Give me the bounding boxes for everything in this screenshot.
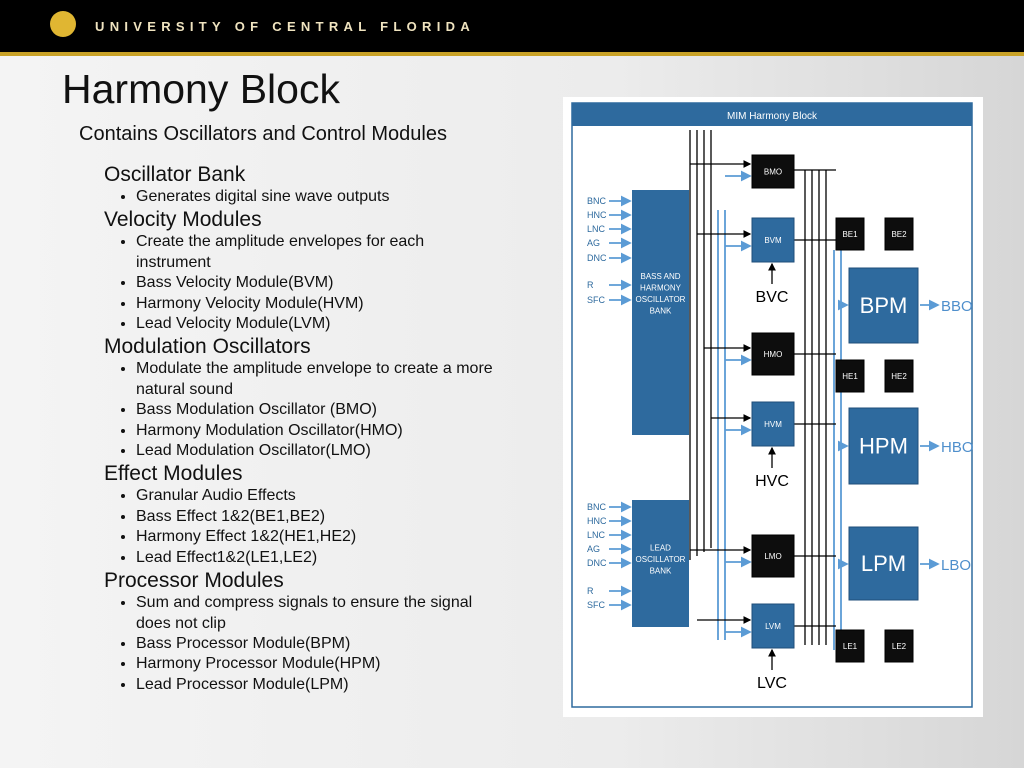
module-label: BPM [860, 293, 908, 318]
bullet-list: Modulate the amplitude envelope to creat… [104, 359, 501, 461]
control-label: HVC [755, 473, 789, 490]
module-label: LMO [764, 552, 781, 561]
module-box [848, 526, 919, 601]
control-label: BVC [756, 289, 789, 306]
bullet-item: Create the amplitude envelopes for each … [136, 232, 501, 273]
module-box [884, 359, 914, 393]
output-label: HBO [941, 439, 974, 456]
module-box [835, 217, 865, 251]
module-label: HPM [859, 434, 908, 459]
input-label: HNC [587, 516, 607, 526]
module-box [751, 217, 795, 263]
input-label: R [587, 586, 594, 596]
bullet-item: Harmony Modulation Oscillator(HMO) [136, 421, 501, 441]
bullet-item: Harmony Processor Module(HPM) [136, 654, 501, 674]
module-box [751, 154, 795, 189]
bullet-item: Lead Modulation Oscillator(LMO) [136, 441, 501, 461]
bullet-item: Bass Modulation Oscillator (BMO) [136, 400, 501, 420]
module-box [884, 629, 914, 663]
bank-label: LEAD [650, 544, 671, 553]
input-label: AG [587, 238, 600, 248]
module-label: HVM [764, 420, 782, 429]
input-label: HNC [587, 210, 607, 220]
bullet-list: Generates digital sine wave outputs [104, 187, 501, 207]
module-box [751, 534, 795, 578]
slide-title: Harmony Block [62, 66, 340, 112]
header-title: UNIVERSITY OF CENTRAL FLORIDA [95, 19, 476, 34]
module-label: BMO [764, 167, 782, 176]
bullet-item: Granular Audio Effects [136, 486, 501, 506]
module-label: BVM [764, 236, 782, 245]
bank-label: OSCILLATOR [636, 295, 686, 304]
input-label: BNC [587, 196, 607, 206]
section-heading: Velocity Modules [104, 208, 262, 232]
module-label: LVM [765, 622, 781, 631]
bullet-item: Lead Processor Module(LPM) [136, 675, 501, 695]
bullet-list: Sum and compress signals to ensure the s… [104, 593, 501, 695]
output-label: LBO [941, 557, 971, 574]
bullet-item: Modulate the amplitude envelope to creat… [136, 359, 501, 400]
section-heading: Processor Modules [104, 569, 284, 593]
section-heading: Modulation Oscillators [104, 335, 311, 359]
input-label: SFC [587, 600, 606, 610]
bank-label: HARMONY [640, 283, 682, 292]
module-box [751, 603, 795, 649]
bullet-item: Harmony Effect 1&2(HE1,HE2) [136, 527, 501, 547]
bullet-item: Harmony Velocity Module(HVM) [136, 294, 501, 314]
output-label: BBO [941, 298, 973, 315]
module-box [848, 407, 919, 485]
input-label: DNC [587, 253, 607, 263]
module-label: BE1 [842, 230, 858, 239]
module-label: HE2 [891, 372, 907, 381]
module-label: HE1 [842, 372, 858, 381]
module-box [835, 629, 865, 663]
bank-label: BANK [650, 306, 672, 315]
module-box [751, 401, 795, 447]
module-box [848, 267, 919, 344]
input-label: AG [587, 544, 600, 554]
bullet-item: Lead Velocity Module(LVM) [136, 314, 501, 334]
module-label: LE2 [892, 642, 907, 651]
diagram-title-bar [572, 103, 972, 126]
diagram: MIM Harmony Block BNC HNC LNC AG DNC R SFC BNC H… [563, 97, 983, 717]
bank-label: BANK [650, 567, 672, 576]
bank-label: BASS AND [640, 272, 680, 281]
bullet-item: Generates digital sine wave outputs [136, 187, 501, 207]
bullet-item: Bass Processor Module(BPM) [136, 634, 501, 654]
oscillator-bank [632, 500, 689, 627]
bullet-item: Lead Effect1&2(LE1,LE2) [136, 548, 501, 568]
bullet-item: Bass Velocity Module(BVM) [136, 273, 501, 293]
bank-label: OSCILLATOR [636, 555, 686, 564]
section-heading: Oscillator Bank [104, 163, 246, 186]
module-label: LPM [861, 551, 906, 576]
control-label: LVC [757, 675, 787, 692]
input-label: LNC [587, 224, 606, 234]
module-label: BE2 [891, 230, 907, 239]
module-label: LE1 [843, 642, 858, 651]
bullet-list: Granular Audio EffectsBass Effect 1&2(BE… [104, 486, 501, 568]
logo [50, 11, 76, 37]
input-label: DNC [587, 558, 607, 568]
section-list: Oscillator BankGenerates digital sine wa… [104, 162, 504, 695]
oscillator-bank [632, 190, 689, 435]
module-box [884, 217, 914, 251]
input-label: BNC [587, 502, 607, 512]
input-label: R [587, 280, 594, 290]
input-label: LNC [587, 530, 606, 540]
slide-subtitle: Contains Oscillators and Control Modules [79, 123, 447, 145]
bullet-list: Create the amplitude envelopes for each … [104, 232, 501, 334]
input-label: SFC [587, 295, 606, 305]
section-heading: Effect Modules [104, 462, 243, 486]
bullet-item: Sum and compress signals to ensure the s… [136, 593, 501, 634]
module-box [751, 332, 795, 376]
module-box [835, 359, 865, 393]
diagram-title: MIM Harmony Block [727, 111, 818, 122]
header-bar: UNIVERSITY OF CENTRAL FLORIDA [0, 0, 1024, 56]
bullet-item: Bass Effect 1&2(BE1,BE2) [136, 507, 501, 527]
module-label: HMO [764, 350, 783, 359]
